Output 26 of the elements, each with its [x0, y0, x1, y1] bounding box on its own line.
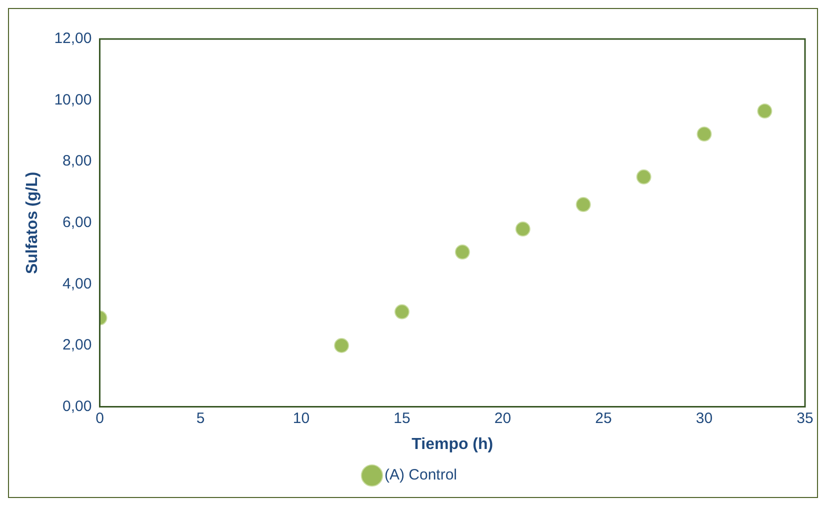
- point: [696, 126, 712, 142]
- point: [515, 222, 530, 237]
- x-tick-label: 10: [292, 410, 310, 427]
- point: [454, 244, 470, 260]
- y-tick-label: 6,00: [62, 214, 92, 232]
- x-tick-label: 0: [96, 410, 104, 427]
- y-tick-label: 8,00: [62, 152, 92, 170]
- point: [576, 197, 591, 212]
- x-axis-title: Tiempo (h): [412, 436, 494, 453]
- y-tick-label: 4,00: [62, 275, 92, 292]
- x-tick-label: 5: [196, 410, 205, 427]
- x-tick-label: 35: [796, 410, 814, 427]
- point: [757, 104, 772, 119]
- legend-label: (A) Control: [384, 466, 458, 484]
- y-tick-label: 0,00: [62, 398, 92, 415]
- y-tick-label: 10,00: [54, 91, 92, 108]
- y-tick-label: 2,00: [62, 336, 92, 354]
- x-tick-label: 15: [394, 410, 410, 427]
- point: [636, 169, 652, 184]
- point: [394, 304, 410, 320]
- x-tick-label: 20: [494, 410, 512, 427]
- point: [334, 338, 350, 353]
- x-tick-label: 25: [595, 410, 612, 427]
- y-axis-title: Sulfatos (g/L): [24, 172, 42, 274]
- y-tick-label: 12,00: [54, 30, 92, 48]
- x-tick-label: 30: [696, 410, 713, 427]
